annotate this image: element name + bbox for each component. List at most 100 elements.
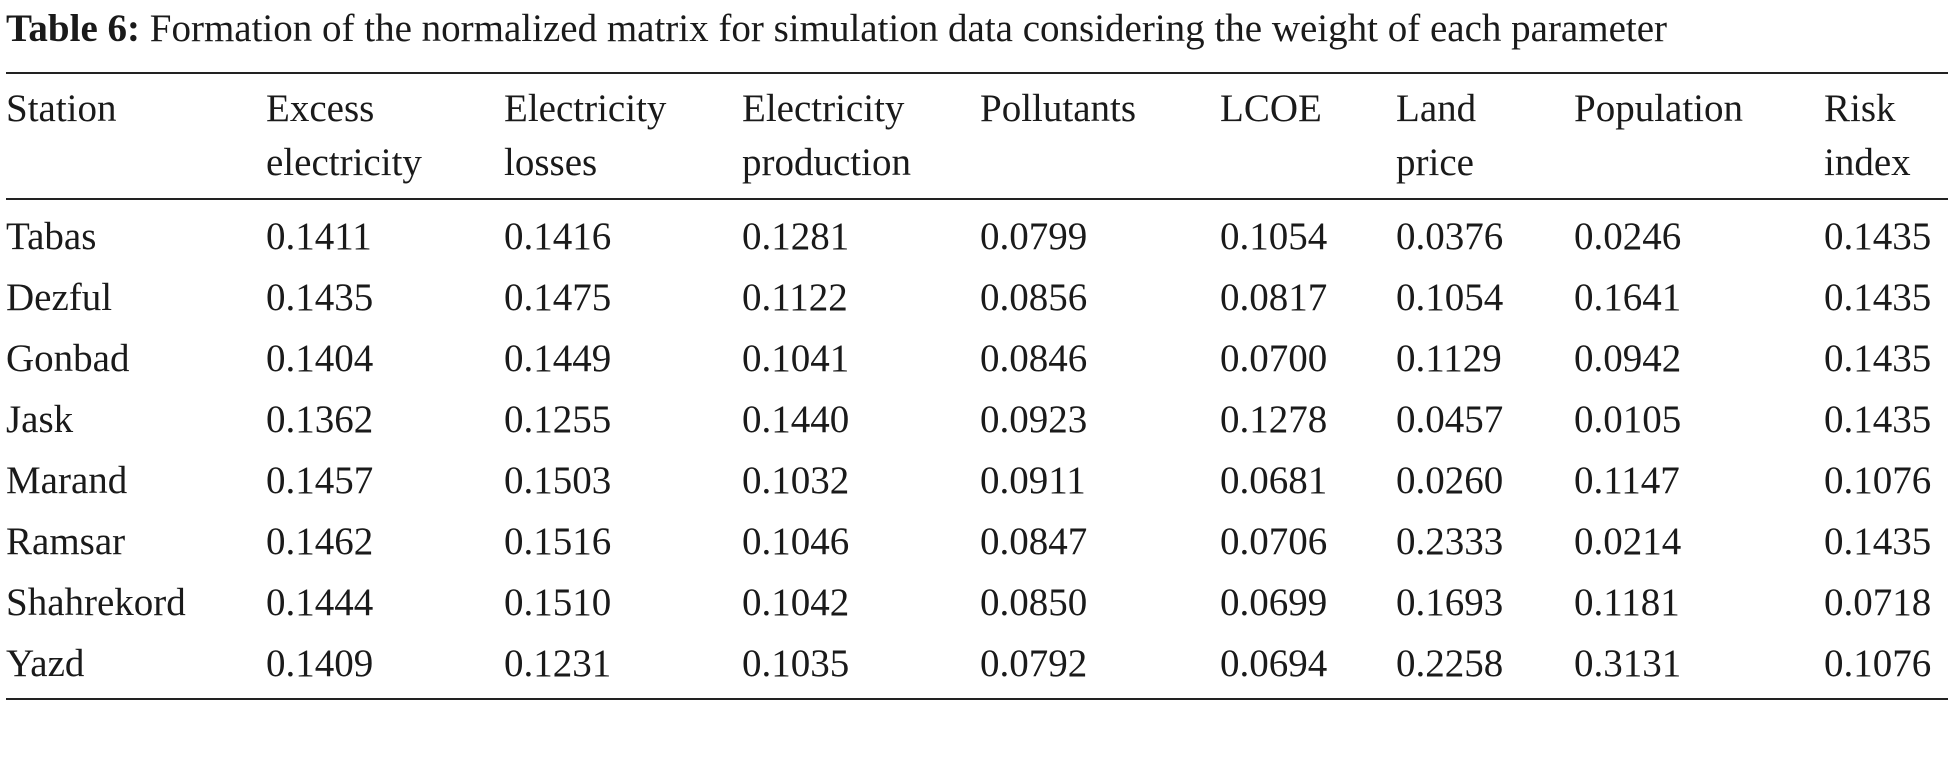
value-cell: 0.1440 <box>742 398 850 441</box>
table-row: Ramsar 0.1462 0.1516 0.1046 0.0847 0.0706 0.23… <box>6 511 1948 572</box>
value-cell: 0.1416 <box>504 215 612 258</box>
value-cell: 0.0846 <box>980 337 1088 380</box>
table-caption-text: Formation of the normalized matrix for s… <box>149 7 1668 50</box>
column-header-line: Excess <box>266 87 375 130</box>
value-cell: 0.1147 <box>1574 459 1680 502</box>
station-name-cell: Tabas <box>6 215 97 258</box>
value-cell: 0.1076 <box>1824 459 1932 502</box>
value-cell: 0.1435 <box>1824 520 1932 563</box>
value-cell: 0.1281 <box>742 215 850 258</box>
value-cell: 0.1255 <box>504 398 612 441</box>
station-name-cell: Ramsar <box>6 520 126 563</box>
value-cell: 0.0694 <box>1220 642 1328 685</box>
value-cell: 0.1042 <box>742 581 850 624</box>
value-cell: 0.1449 <box>504 337 612 380</box>
column-header: LCOE <box>1220 73 1396 199</box>
value-cell: 0.1122 <box>742 276 848 319</box>
column-header-line: index <box>1824 141 1911 184</box>
column-header-line: Land <box>1396 87 1477 130</box>
column-header-line: Pollutants <box>980 87 1137 130</box>
column-header-line: electricity <box>266 141 422 184</box>
value-cell: 0.1457 <box>266 459 374 502</box>
value-cell: 0.1231 <box>504 642 612 685</box>
value-cell: 0.1510 <box>504 581 612 624</box>
value-cell: 0.1032 <box>742 459 850 502</box>
table-header-row: Station Excess electricity Electricity losse… <box>6 73 1948 199</box>
table-row: Gonbad 0.1404 0.1449 0.1041 0.0846 0.0700 0.11… <box>6 328 1948 389</box>
column-header-line: Electricity <box>504 87 667 130</box>
table-body: Tabas 0.1411 0.1416 0.1281 0.0799 0.1054 0.037… <box>6 199 1948 699</box>
table-caption-label: Table 6: <box>6 7 141 50</box>
value-cell: 0.0699 <box>1220 581 1328 624</box>
value-cell: 0.0457 <box>1396 398 1504 441</box>
column-header: Station <box>6 73 266 199</box>
value-cell: 0.1129 <box>1396 337 1502 380</box>
value-cell: 0.1475 <box>504 276 612 319</box>
value-cell: 0.1516 <box>504 520 612 563</box>
station-name-cell: Gonbad <box>6 337 130 380</box>
value-cell: 0.1503 <box>504 459 612 502</box>
value-cell: 0.1435 <box>1824 398 1932 441</box>
value-cell: 0.1435 <box>1824 276 1932 319</box>
value-cell: 0.1435 <box>1824 215 1932 258</box>
column-header: Electricity losses <box>504 73 742 199</box>
station-name-cell: Marand <box>6 459 128 502</box>
value-cell: 0.0105 <box>1574 398 1682 441</box>
value-cell: 0.1054 <box>1220 215 1328 258</box>
value-cell: 0.1041 <box>742 337 850 380</box>
column-header: Land price <box>1396 73 1574 199</box>
value-cell: 0.0260 <box>1396 459 1504 502</box>
table-header: Station Excess electricity Electricity losse… <box>6 73 1948 199</box>
column-header-line: losses <box>504 141 598 184</box>
column-header: Population <box>1574 73 1824 199</box>
value-cell: 0.0700 <box>1220 337 1328 380</box>
value-cell: 0.0718 <box>1824 581 1932 624</box>
column-header-line: Electricity <box>742 87 905 130</box>
column-header: Pollutants <box>980 73 1220 199</box>
column-header-line: Station <box>6 87 117 130</box>
column-header: Electricity production <box>742 73 980 199</box>
table-row: Yazd 0.1409 0.1231 0.1035 0.0792 0.0694 0.2258… <box>6 633 1948 699</box>
column-header-line: Risk <box>1824 87 1896 130</box>
value-cell: 0.1641 <box>1574 276 1682 319</box>
value-cell: 0.1435 <box>266 276 374 319</box>
table-row: Tabas 0.1411 0.1416 0.1281 0.0799 0.1054 0.037… <box>6 199 1948 267</box>
station-name-cell: Jask <box>6 398 74 441</box>
value-cell: 0.1054 <box>1396 276 1504 319</box>
value-cell: 0.1404 <box>266 337 374 380</box>
value-cell: 0.1278 <box>1220 398 1328 441</box>
value-cell: 0.0856 <box>980 276 1088 319</box>
table-caption: Table 6: Formation of the normalized mat… <box>6 4 1946 54</box>
station-name-cell: Dezful <box>6 276 113 319</box>
value-cell: 0.0911 <box>980 459 1086 502</box>
value-cell: 0.1409 <box>266 642 374 685</box>
table-row: Shahrekord 0.1444 0.1510 0.1042 0.0850 0.0699… <box>6 572 1948 633</box>
table-row: Jask 0.1362 0.1255 0.1440 0.0923 0.1278 0.0457… <box>6 389 1948 450</box>
value-cell: 0.0942 <box>1574 337 1682 380</box>
value-cell: 0.0792 <box>980 642 1088 685</box>
value-cell: 0.0817 <box>1220 276 1328 319</box>
column-header: Excess electricity <box>266 73 504 199</box>
normalized-matrix-table: Station Excess electricity Electricity losse… <box>6 72 1948 700</box>
value-cell: 0.2258 <box>1396 642 1504 685</box>
station-name-cell: Shahrekord <box>6 581 186 624</box>
value-cell: 0.0850 <box>980 581 1088 624</box>
value-cell: 0.1411 <box>266 215 372 258</box>
column-header-line: LCOE <box>1220 87 1322 130</box>
value-cell: 0.1362 <box>266 398 374 441</box>
value-cell: 0.1693 <box>1396 581 1504 624</box>
value-cell: 0.1046 <box>742 520 850 563</box>
value-cell: 0.1181 <box>1574 581 1680 624</box>
value-cell: 0.1035 <box>742 642 850 685</box>
value-cell: 0.0246 <box>1574 215 1682 258</box>
table-row: Dezful 0.1435 0.1475 0.1122 0.0856 0.0817 0.10… <box>6 267 1948 328</box>
value-cell: 0.0706 <box>1220 520 1328 563</box>
value-cell: 0.0847 <box>980 520 1088 563</box>
value-cell: 0.1435 <box>1824 337 1932 380</box>
table-row: Marand 0.1457 0.1503 0.1032 0.0911 0.0681 0.02… <box>6 450 1948 511</box>
column-header-line: price <box>1396 141 1474 184</box>
value-cell: 0.2333 <box>1396 520 1504 563</box>
value-cell: 0.0681 <box>1220 459 1328 502</box>
value-cell: 0.1444 <box>266 581 374 624</box>
